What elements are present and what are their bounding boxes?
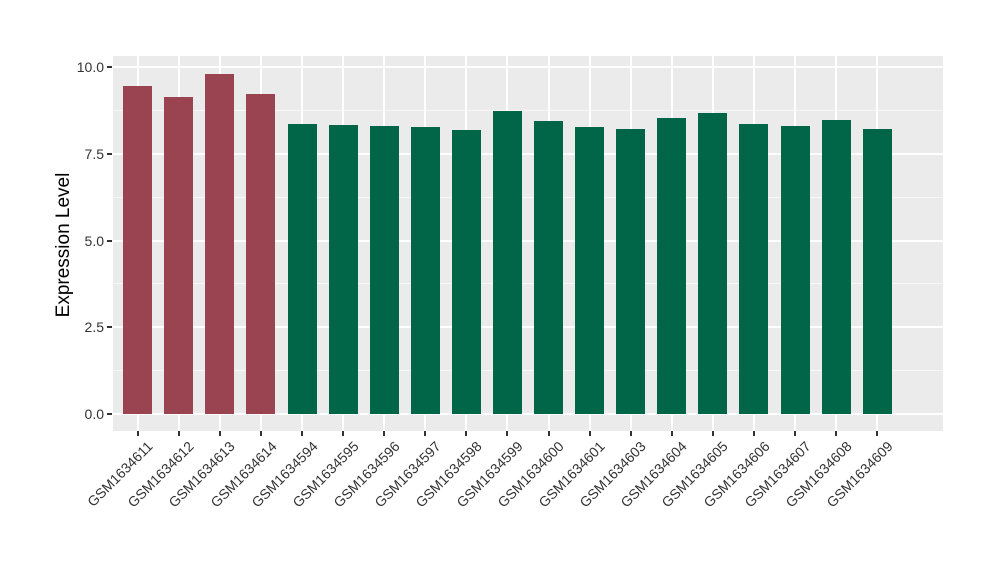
bar-GSM1634598 [451,130,481,415]
x-tick-mark [547,431,550,436]
x-tick-mark [876,431,879,436]
bar-GSM1634612 [164,97,194,415]
x-tick-mark [218,431,221,436]
y-tick-mark [107,152,112,155]
x-tick-mark [835,431,838,436]
gridline-major-y [113,65,943,68]
bar-GSM1634611 [123,86,153,415]
bar-GSM1634596 [369,125,399,415]
bar-GSM1634607 [780,126,810,415]
bar-GSM1634604 [657,117,687,415]
bar-GSM1634595 [328,125,358,415]
bar-GSM1634609 [862,128,892,415]
y-tick-label: 7.5 [84,145,104,162]
gridline-major-y [113,239,943,242]
x-tick-mark [711,431,714,436]
plot-panel [113,56,943,431]
y-tick-mark [107,413,112,416]
x-tick-mark [629,431,632,436]
bar-GSM1634600 [534,120,564,415]
x-tick-mark [752,431,755,436]
gridline-minor-y [113,196,943,198]
bar-GSM1634605 [698,113,728,415]
bar-GSM1634613 [205,74,235,415]
bar-GSM1634603 [616,128,646,415]
x-tick-mark [301,431,303,436]
gridline-minor-y [113,283,943,285]
gridline-major-y [113,326,943,329]
x-tick-mark [670,431,673,436]
gridline-major-y [113,152,943,155]
y-tick-mark [107,65,112,68]
bar-GSM1634614 [246,93,276,415]
x-tick-mark [794,431,797,436]
bar-GSM1634599 [492,111,522,415]
gridline-minor-y [113,109,943,111]
y-tick-label: 5.0 [84,232,104,249]
y-tick-label: 0.0 [84,406,104,423]
x-tick-mark [259,431,262,436]
x-tick-mark [465,431,468,436]
y-tick-mark [107,326,112,329]
x-tick-mark [506,431,509,436]
bar-GSM1634594 [287,124,317,415]
x-tick-mark [177,431,180,436]
x-tick-mark [424,431,427,436]
bar-GSM1634597 [410,126,440,415]
gridline-minor-y [113,370,943,372]
bar-GSM1634606 [739,124,769,415]
x-tick-mark [342,431,345,436]
y-tick-label: 2.5 [84,319,104,336]
gridline-major-y [113,413,943,416]
x-tick-mark [588,431,591,436]
y-tick-mark [107,239,112,242]
y-tick-label: 10.0 [76,58,104,75]
x-tick-mark [136,431,139,436]
bar-GSM1634608 [821,120,851,415]
x-tick-mark [383,431,386,436]
bar-GSM1634601 [575,127,605,415]
